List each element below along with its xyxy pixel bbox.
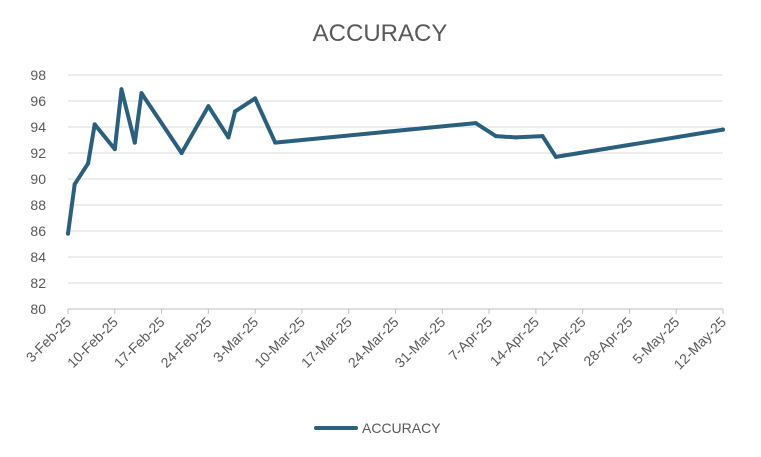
data-point: [721, 127, 725, 132]
data-point: [226, 135, 231, 140]
x-axis-ticks: 3-Feb-2510-Feb-2517-Feb-2524-Feb-253-Mar…: [23, 309, 729, 372]
y-tick-label: 80: [30, 301, 46, 317]
gridlines: [68, 74, 723, 310]
data-point: [540, 134, 545, 139]
y-tick-label: 86: [30, 223, 46, 239]
chart-title: ACCURACY: [313, 20, 448, 47]
data-point: [112, 147, 117, 152]
legend: ACCURACY: [314, 420, 441, 436]
data-point: [253, 96, 258, 101]
legend-label-accuracy: ACCURACY: [362, 420, 441, 436]
data-point: [179, 151, 184, 155]
y-tick-label: 88: [30, 197, 46, 213]
y-tick-label: 92: [30, 145, 46, 161]
data-point: [513, 135, 518, 140]
data-point: [233, 109, 238, 114]
series-line-accuracy: [66, 87, 725, 236]
y-tick-label: 90: [30, 171, 46, 187]
y-axis-ticks: 80 82 84 86 88 90 92 94 96 98: [30, 67, 46, 317]
data-point: [92, 122, 97, 127]
y-tick-label: 98: [30, 67, 46, 83]
data-point: [273, 140, 278, 145]
x-tick-label: 28-Apr-25: [580, 314, 635, 369]
data-point: [72, 182, 77, 187]
data-point: [206, 104, 211, 109]
x-tick-label: 14-Apr-25: [487, 314, 542, 369]
data-point: [139, 91, 144, 96]
data-point: [553, 154, 558, 159]
y-tick-label: 94: [30, 119, 46, 135]
data-point: [66, 231, 70, 236]
data-point: [86, 161, 91, 166]
data-point: [119, 87, 124, 92]
series-layer: [66, 87, 725, 236]
data-point: [132, 140, 137, 145]
y-tick-label: 96: [30, 93, 46, 109]
data-point: [473, 121, 478, 126]
data-point: [493, 134, 498, 139]
y-tick-label: 82: [30, 275, 46, 291]
y-tick-label: 84: [30, 249, 46, 265]
x-tick-label: 21-Apr-25: [533, 314, 588, 369]
x-tick-label: 31-Mar-25: [391, 314, 448, 371]
x-tick-label: 24-Feb-25: [157, 314, 214, 371]
